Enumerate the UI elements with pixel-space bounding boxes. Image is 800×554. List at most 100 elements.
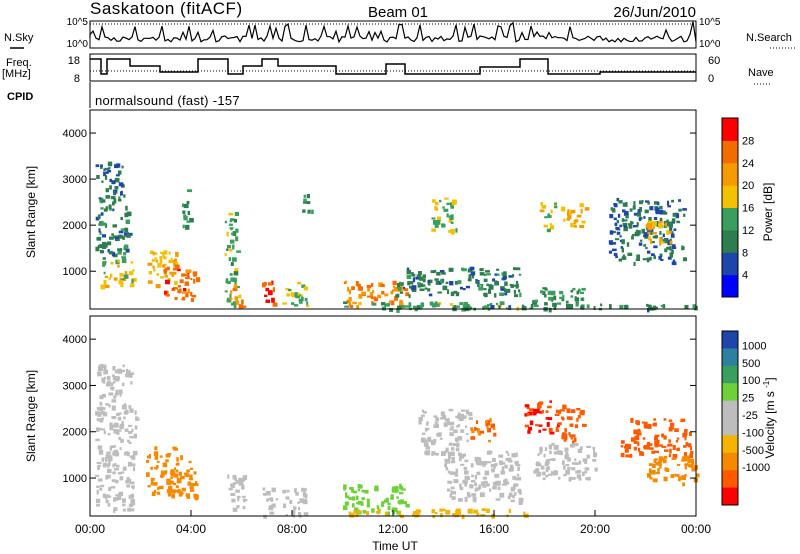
scatter-cell: [492, 457, 496, 462]
scatter-cell: [653, 458, 657, 464]
scatter-cell: [537, 453, 540, 456]
scatter-cell: [663, 212, 668, 215]
scatter-cell: [176, 457, 179, 462]
scatter-cell: [614, 238, 620, 241]
scatter-cell: [571, 467, 576, 471]
scatter-cell: [397, 293, 400, 298]
freq-label: Freq.: [6, 57, 32, 69]
scatter-cell: [576, 470, 582, 473]
scatter-cell: [485, 270, 490, 273]
scatter-cell: [357, 489, 360, 492]
scatter-cell: [576, 219, 579, 222]
scatter-cell: [561, 432, 566, 436]
scatter-cell: [114, 496, 119, 501]
scatter-cell: [570, 289, 574, 293]
scatter-cell: [592, 446, 596, 450]
scatter-cell: [95, 474, 100, 477]
scatter-cell: [270, 497, 273, 502]
scatter-cell: [131, 463, 136, 467]
scatter-cell: [449, 421, 455, 426]
scatter-cell: [178, 288, 182, 294]
scatter-cell: [102, 378, 106, 384]
scatter-cell: [510, 486, 516, 490]
scatter-cell: [348, 296, 352, 302]
scatter-cell: [671, 261, 677, 265]
scatter-cell: [647, 441, 651, 444]
scatter-cell: [418, 510, 422, 513]
scatter-cell: [175, 251, 179, 257]
scatter-cell: [650, 253, 655, 256]
scatter-cell: [464, 459, 469, 463]
scatter-cell: [271, 503, 276, 508]
scatter-cell: [95, 246, 100, 252]
scatter-cell: [581, 297, 585, 302]
scatter-cell: [97, 427, 102, 431]
scatter-cell: [486, 273, 491, 276]
scatter-cell: [133, 466, 136, 472]
scatter-cell: [101, 428, 105, 431]
scatter-cell: [496, 273, 500, 276]
colorbar-swatch: [722, 229, 738, 253]
scatter-cell: [654, 443, 659, 448]
scatter-cell: [552, 302, 557, 307]
scatter-cell: [235, 228, 239, 233]
scatter-cell: [455, 305, 460, 308]
scatter-cell: [659, 253, 663, 257]
scatter-cell: [98, 364, 102, 368]
scatter-cell: [609, 230, 614, 235]
xtick-label: 04:00: [176, 522, 206, 536]
scatter-cell: [586, 445, 592, 448]
scatter-cell: [568, 416, 573, 421]
scatter-cell: [152, 265, 155, 269]
xtick-label: 00:00: [681, 522, 711, 536]
scatter-cell: [684, 435, 687, 441]
scatter-cell: [658, 223, 663, 229]
scatter-cell: [119, 393, 122, 397]
scatter-cell: [162, 253, 165, 258]
scatter-cell: [640, 451, 645, 456]
scatter-cell: [224, 253, 227, 256]
scatter-cell: [96, 418, 101, 422]
scatter-cell: [464, 304, 469, 309]
scatter-cell: [443, 422, 448, 427]
scatter-cell: [566, 416, 570, 420]
scatter-cell: [456, 508, 461, 513]
scatter-cell: [282, 302, 288, 305]
scatter-cell: [147, 280, 153, 284]
scatter-cell: [499, 460, 503, 466]
scatter-cell: [544, 294, 547, 298]
scatter-cell: [108, 208, 113, 211]
scatter-cell: [651, 469, 656, 475]
scatter-cell: [389, 308, 393, 312]
scatter-cell: [187, 288, 190, 293]
scatter-cell: [447, 470, 451, 474]
scatter-cell: [450, 291, 455, 297]
scatter-cell: [99, 197, 104, 203]
scatter-cell: [120, 283, 124, 288]
scatter-cell: [170, 257, 173, 261]
scatter-cell: [632, 233, 636, 236]
scatter-cell: [661, 434, 664, 438]
scatter-cell: [115, 174, 120, 177]
scatter-cell: [154, 252, 158, 255]
scatter-cell: [110, 382, 114, 387]
scatter-cell: [500, 286, 505, 290]
scatter-cell: [633, 446, 637, 451]
scatter-cell: [536, 474, 541, 477]
scatter-cell: [232, 257, 237, 262]
scatter-cell: [235, 489, 240, 493]
scatter-cell: [372, 302, 377, 306]
scatter-cell: [674, 473, 677, 477]
scatter-cell: [581, 305, 585, 310]
scatter-cell: [224, 290, 228, 293]
scatter-cell: [459, 302, 464, 305]
scatter-cell: [406, 274, 412, 280]
scatter-cell: [459, 286, 463, 290]
scatter-cell: [171, 489, 176, 494]
scatter-cell: [229, 227, 234, 230]
scatter-cell: [356, 305, 360, 310]
scatter-cell: [510, 488, 515, 492]
scatter-cell: [348, 289, 351, 295]
scatter-cell: [682, 457, 688, 462]
scatter-cell: [584, 207, 590, 211]
